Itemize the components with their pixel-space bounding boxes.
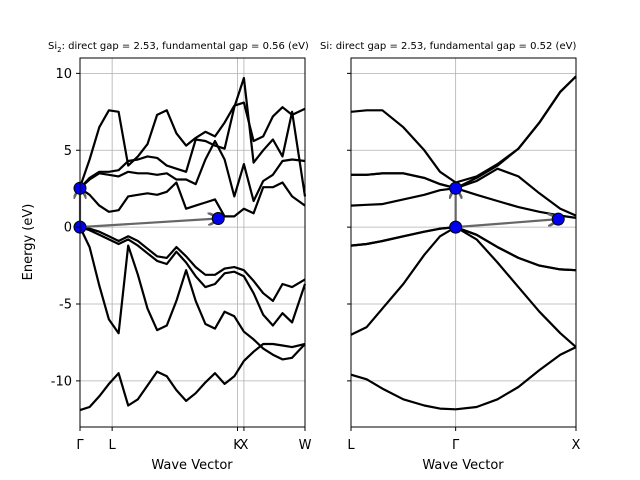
left-panel: Si2: direct gap = 2.53, fundamental gap … (21, 41, 312, 473)
right-x-tick-label: Γ (452, 438, 460, 453)
left-title-rest: : direct gap = 2.53, fundamental gap = 0… (62, 41, 309, 52)
right-bands (350, 75, 577, 411)
right-band-5 (351, 167, 577, 217)
right-band-4 (350, 187, 577, 219)
left-band-0 (79, 342, 306, 412)
left-band-5 (79, 139, 306, 203)
left-y-tick-label: -10 (51, 374, 72, 389)
left-gap-arrow-1 (79, 219, 218, 229)
left-band-6 (79, 76, 307, 197)
right-gap-arrow-1 (455, 219, 559, 229)
right-y-ticks (347, 72, 351, 382)
right-band-2 (350, 226, 577, 272)
left-marker-2 (211, 212, 225, 226)
left-x-tick-label: X (239, 438, 248, 453)
left-title-main: Si (48, 41, 57, 52)
right-band-0 (350, 346, 577, 411)
left-y-tick-label: 0 (64, 221, 72, 236)
right-x-tick-label: L (347, 438, 355, 453)
right-band-1 (350, 226, 577, 348)
right-band-3 (350, 226, 577, 272)
left-y-tick-label: -5 (59, 298, 72, 313)
left-y-tick-label: 5 (64, 144, 72, 159)
left-axes-frame (79, 57, 306, 428)
left-y-ticks: -10 -5 0 5 10 (51, 67, 80, 389)
right-x-axis-label: Wave Vector (422, 458, 504, 473)
right-marker-2 (551, 212, 565, 226)
left-x-tick-label: L (109, 438, 117, 453)
right-panel: Si: direct gap = 2.53, fundamental gap =… (320, 41, 581, 473)
left-title-subscript: 2 (57, 46, 61, 54)
left-y-tick-label: 10 (55, 67, 72, 82)
left-x-ticks: Γ L KX W (76, 427, 312, 453)
right-band-7 (350, 75, 577, 184)
left-band-3 (79, 226, 306, 302)
left-x-axis-label: Wave Vector (151, 458, 233, 473)
right-marker-0 (449, 220, 463, 234)
right-band-edge-markers (449, 181, 565, 234)
right-band-6 (351, 75, 577, 190)
right-axes-frame (350, 57, 577, 428)
left-x-tick-label: Γ (76, 438, 84, 453)
left-x-tick-label: K (233, 438, 242, 453)
left-panel-title: Si2: direct gap = 2.53, fundamental gap … (48, 41, 309, 54)
left-band-7 (78, 101, 306, 188)
right-marker-1 (449, 181, 463, 195)
left-x-tick-label: W (299, 438, 312, 453)
left-band-1 (79, 226, 306, 361)
y-axis-label: Energy (eV) (21, 204, 36, 281)
left-band-2 (79, 226, 307, 327)
right-panel-title: Si: direct gap = 2.53, fundamental gap =… (320, 41, 576, 52)
right-title-rest: : direct gap = 2.53, fundamental gap = 0… (329, 41, 576, 52)
left-bands (78, 76, 307, 412)
left-band-4 (79, 181, 306, 218)
right-x-tick-label: X (572, 438, 581, 453)
right-title-main: Si (320, 41, 329, 52)
